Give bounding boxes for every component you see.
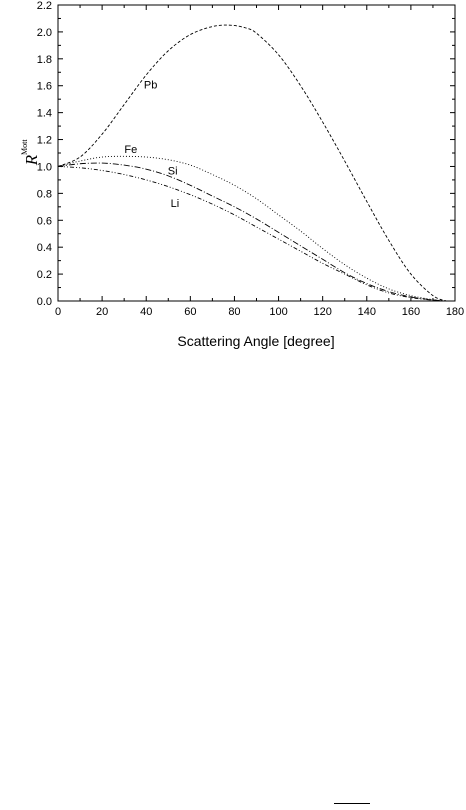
plot-frame — [57, 4, 456, 302]
x-tick-label: 80 — [228, 306, 240, 318]
x-tick-label: 20 — [96, 306, 108, 318]
y-tick-label: 1.4 — [37, 108, 52, 120]
x-tick-label: 180 — [446, 306, 464, 318]
series-line-fe — [57, 155, 447, 302]
y-tick-label: 1.0 — [37, 161, 52, 173]
y-tick-label: 0.2 — [37, 269, 52, 281]
x-tick-label: 140 — [358, 306, 376, 318]
series-line-si — [57, 162, 447, 302]
y-tick-label: 1.2 — [37, 135, 52, 147]
y-tick-label: 1.6 — [37, 81, 52, 93]
series-label-pb: Pb — [144, 79, 157, 91]
y-tick-label: 2.0 — [37, 27, 52, 39]
y-tick-label: 0.6 — [37, 215, 52, 227]
y-tick-label: 1.8 — [37, 54, 52, 66]
x-axis-label: Scattering Angle [degree] — [177, 333, 334, 349]
x-tick-label: 100 — [269, 306, 287, 318]
footnote-rule — [334, 803, 370, 804]
series-line-li — [57, 166, 447, 302]
y-tick-label: 2.2 — [37, 0, 52, 12]
y-axis-label: R Mott — [20, 139, 41, 167]
y-axis-label-main: R — [22, 154, 41, 166]
x-tick-label: 60 — [184, 306, 196, 318]
x-tick-label: 0 — [55, 306, 61, 318]
y-tick-label: 0.4 — [37, 242, 52, 254]
y-tick-label: 0.8 — [37, 188, 52, 200]
series-label-si: Si — [168, 166, 178, 178]
y-tick-label: 0.0 — [37, 296, 52, 308]
series-label-fe: Fe — [124, 144, 137, 156]
scattering-angle-chart: 0 20 40 60 80 100 120 140 160 180 0.0 0.2 0.4 0.6 0.8 1… — [20, 0, 464, 349]
series-label-li: Li — [171, 198, 180, 210]
x-tick-label: 120 — [313, 306, 331, 318]
x-tick-label: 160 — [402, 306, 420, 318]
plot-area: 0 20 40 60 80 100 120 140 160 180 0.0 0.2 0.4 0.6 0.8 1… — [37, 0, 464, 318]
y-axis-label-superscript: Mott — [20, 139, 29, 155]
series-line-pb — [57, 24, 447, 302]
x-tick-label: 40 — [140, 306, 152, 318]
